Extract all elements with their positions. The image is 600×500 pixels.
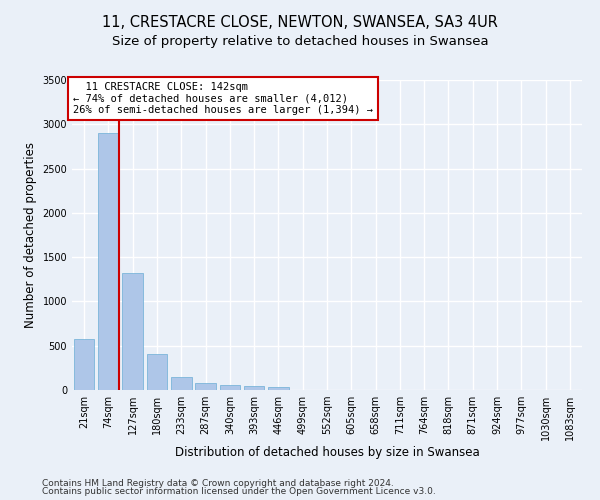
Bar xyxy=(74,339,94,390)
Y-axis label: Number of detached properties: Number of detached properties xyxy=(24,142,37,328)
Bar xyxy=(195,383,216,390)
Text: 11, CRESTACRE CLOSE, NEWTON, SWANSEA, SA3 4UR: 11, CRESTACRE CLOSE, NEWTON, SWANSEA, SA… xyxy=(102,15,498,30)
Text: 11 CRESTACRE CLOSE: 142sqm
← 74% of detached houses are smaller (4,012)
26% of s: 11 CRESTACRE CLOSE: 142sqm ← 74% of deta… xyxy=(73,82,373,115)
Bar xyxy=(146,354,167,390)
Bar xyxy=(122,273,143,390)
Bar xyxy=(98,133,119,390)
Bar xyxy=(268,387,289,390)
Bar xyxy=(220,385,240,390)
Bar xyxy=(171,376,191,390)
Text: Contains HM Land Registry data © Crown copyright and database right 2024.: Contains HM Land Registry data © Crown c… xyxy=(42,478,394,488)
Bar xyxy=(244,386,265,390)
X-axis label: Distribution of detached houses by size in Swansea: Distribution of detached houses by size … xyxy=(175,446,479,458)
Text: Size of property relative to detached houses in Swansea: Size of property relative to detached ho… xyxy=(112,35,488,48)
Text: Contains public sector information licensed under the Open Government Licence v3: Contains public sector information licen… xyxy=(42,487,436,496)
